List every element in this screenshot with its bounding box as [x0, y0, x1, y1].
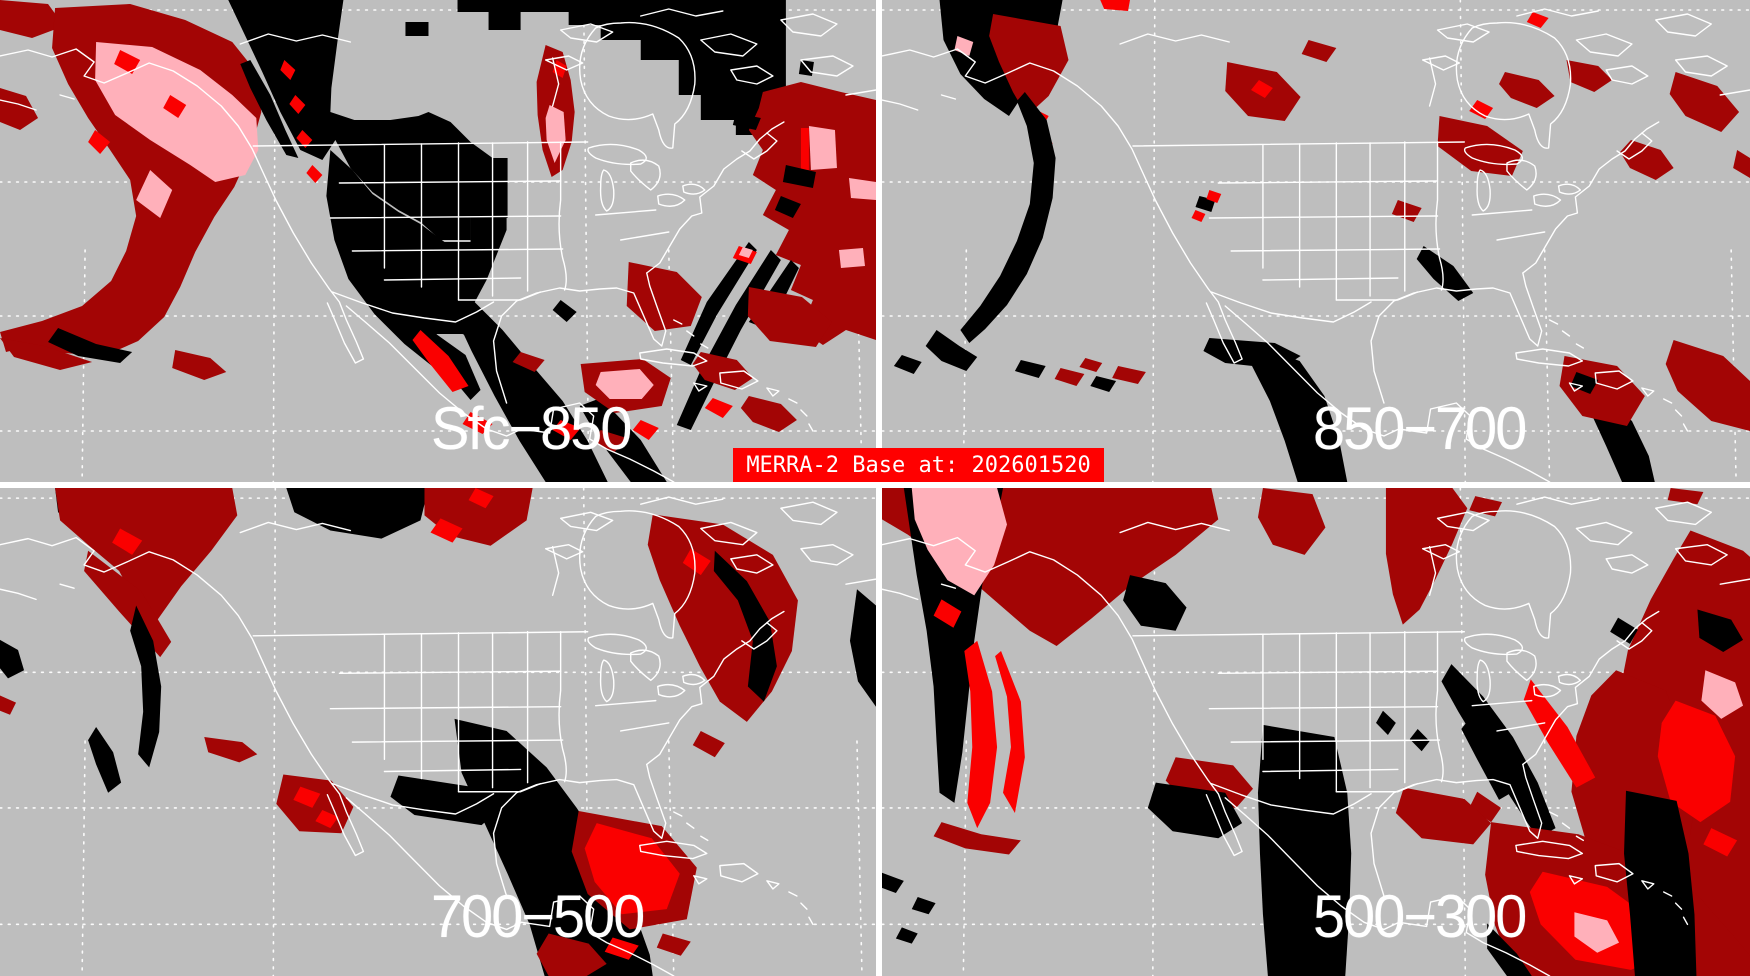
- panel-label-500-300: 500−300: [1313, 883, 1527, 950]
- coastline-and-border-lines: [882, 496, 1750, 976]
- coastline-and-border-lines: [882, 8, 1750, 482]
- data-field-blobs: [882, 488, 1750, 976]
- coastline-and-border-lines: [0, 496, 876, 976]
- coastline-and-border-lines: [0, 8, 876, 482]
- base-time-banner: MERRA-2 Base at: 202601520: [733, 448, 1104, 482]
- map-panel-700-500: 700−500: [0, 488, 876, 976]
- graticule-lines: [0, 0, 876, 482]
- panel-label-850-700: 850−700: [1313, 395, 1527, 462]
- panel-label-sfc-850: Sfc−850: [431, 395, 632, 462]
- map-panel-850-700: 850−700: [882, 0, 1750, 482]
- map-panel-sfc-850: Sfc−850: [0, 0, 876, 482]
- panel-label-700-500: 700−500: [431, 883, 645, 950]
- data-field-blobs: [0, 488, 876, 976]
- weather-map-850-700: [882, 0, 1750, 482]
- weather-map-500-300: [882, 488, 1750, 976]
- weather-map-sfc-850: [0, 0, 876, 482]
- data-field-blobs: [893, 0, 1750, 482]
- map-panel-500-300: 500−300: [882, 488, 1750, 976]
- weather-map-700-500: [0, 488, 876, 976]
- data-field-blobs: [0, 0, 876, 482]
